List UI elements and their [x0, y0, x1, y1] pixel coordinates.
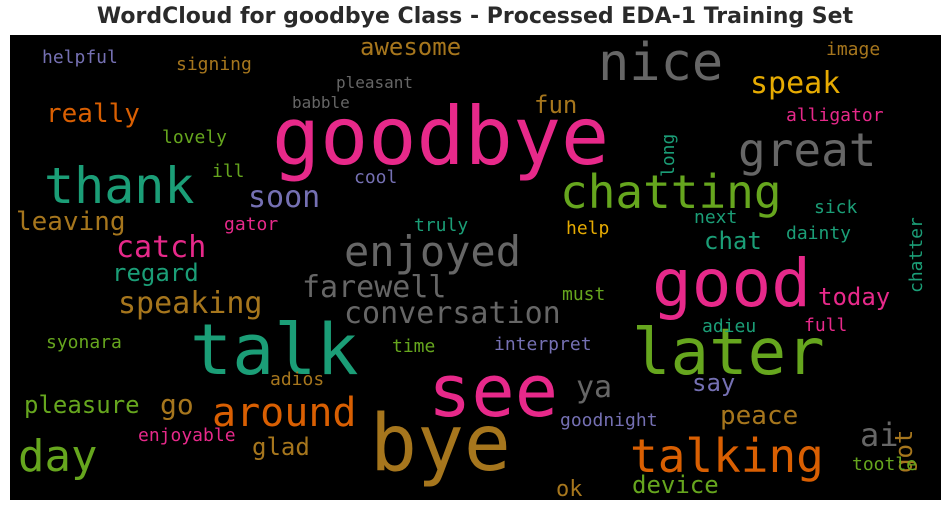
word-time: time: [392, 336, 436, 357]
word-adios: adios: [270, 369, 325, 390]
word-goodbye: goodbye: [272, 90, 610, 183]
word-signing: signing: [176, 54, 252, 75]
word-fun: fun: [534, 91, 578, 119]
word-long: long: [658, 133, 679, 177]
word-ill: ill: [212, 161, 245, 182]
word-leaving: leaving: [16, 207, 126, 237]
word-go: go: [160, 388, 194, 421]
word-gator: gator: [224, 214, 279, 235]
word-glad: glad: [252, 433, 310, 461]
word-bye: bye: [370, 399, 511, 489]
word-ok: ok: [556, 477, 583, 501]
word-interpret: interpret: [494, 334, 592, 355]
word-alligator: alligator: [786, 105, 884, 126]
word-syonara: syonara: [46, 332, 122, 353]
word-help: help: [566, 218, 610, 239]
word-awesome: awesome: [360, 35, 462, 61]
word-next: next: [694, 207, 738, 228]
word-enjoyable: enjoyable: [138, 425, 236, 446]
word-nice: nice: [598, 35, 724, 93]
word-around: around: [212, 390, 357, 436]
chart-title: WordCloud for goodbye Class - Processed …: [96, 4, 854, 29]
word-good: good: [652, 245, 811, 322]
word-sick: sick: [814, 197, 858, 218]
word-talking: talking: [630, 429, 824, 483]
word-chatter: chatter: [906, 216, 927, 293]
word-speak: speak: [750, 66, 841, 101]
word-really: really: [46, 99, 140, 129]
word-helpful: helpful: [42, 47, 118, 68]
word-dainty: dainty: [786, 223, 852, 244]
word-full: full: [804, 315, 848, 336]
word-device: device: [632, 471, 719, 499]
word-adieu: adieu: [702, 316, 757, 337]
word-conversation: conversation: [344, 296, 561, 331]
word-talk: talk: [190, 309, 359, 391]
word-goodnight: goodnight: [560, 410, 658, 431]
word-farewell: farewell: [302, 270, 447, 305]
word-peace: peace: [720, 401, 799, 431]
word-later: later: [632, 316, 825, 390]
word-must: must: [562, 284, 606, 305]
word-say: say: [692, 369, 736, 397]
word-catch: catch: [116, 230, 207, 265]
word-regard: regard: [112, 259, 199, 287]
word-ya: ya: [576, 370, 613, 405]
word-speaking: speaking: [118, 286, 263, 321]
word-chatting: chatting: [560, 165, 782, 219]
word-pleasant: pleasant: [336, 73, 414, 92]
word-lovely: lovely: [162, 127, 228, 148]
word-cool: cool: [354, 167, 398, 188]
word-great: great: [738, 123, 877, 177]
word-image: image: [826, 39, 881, 60]
word-babble: babble: [292, 93, 350, 112]
word-thank: thank: [44, 157, 195, 215]
word-ai: ai: [860, 416, 899, 454]
word-soon: soon: [248, 180, 321, 215]
word-chat: chat: [704, 227, 762, 255]
word-day: day: [18, 431, 98, 482]
word-today: today: [818, 283, 891, 311]
wordcloud-canvas: goodbye bye see talk good later nice thank chatt…: [10, 35, 941, 500]
word-pleasure: pleasure: [24, 391, 140, 419]
word-tootle: tootle: [852, 454, 918, 475]
word-see: see: [428, 349, 559, 433]
word-enjoyed: enjoyed: [344, 227, 522, 276]
word-truly: truly: [414, 215, 469, 236]
